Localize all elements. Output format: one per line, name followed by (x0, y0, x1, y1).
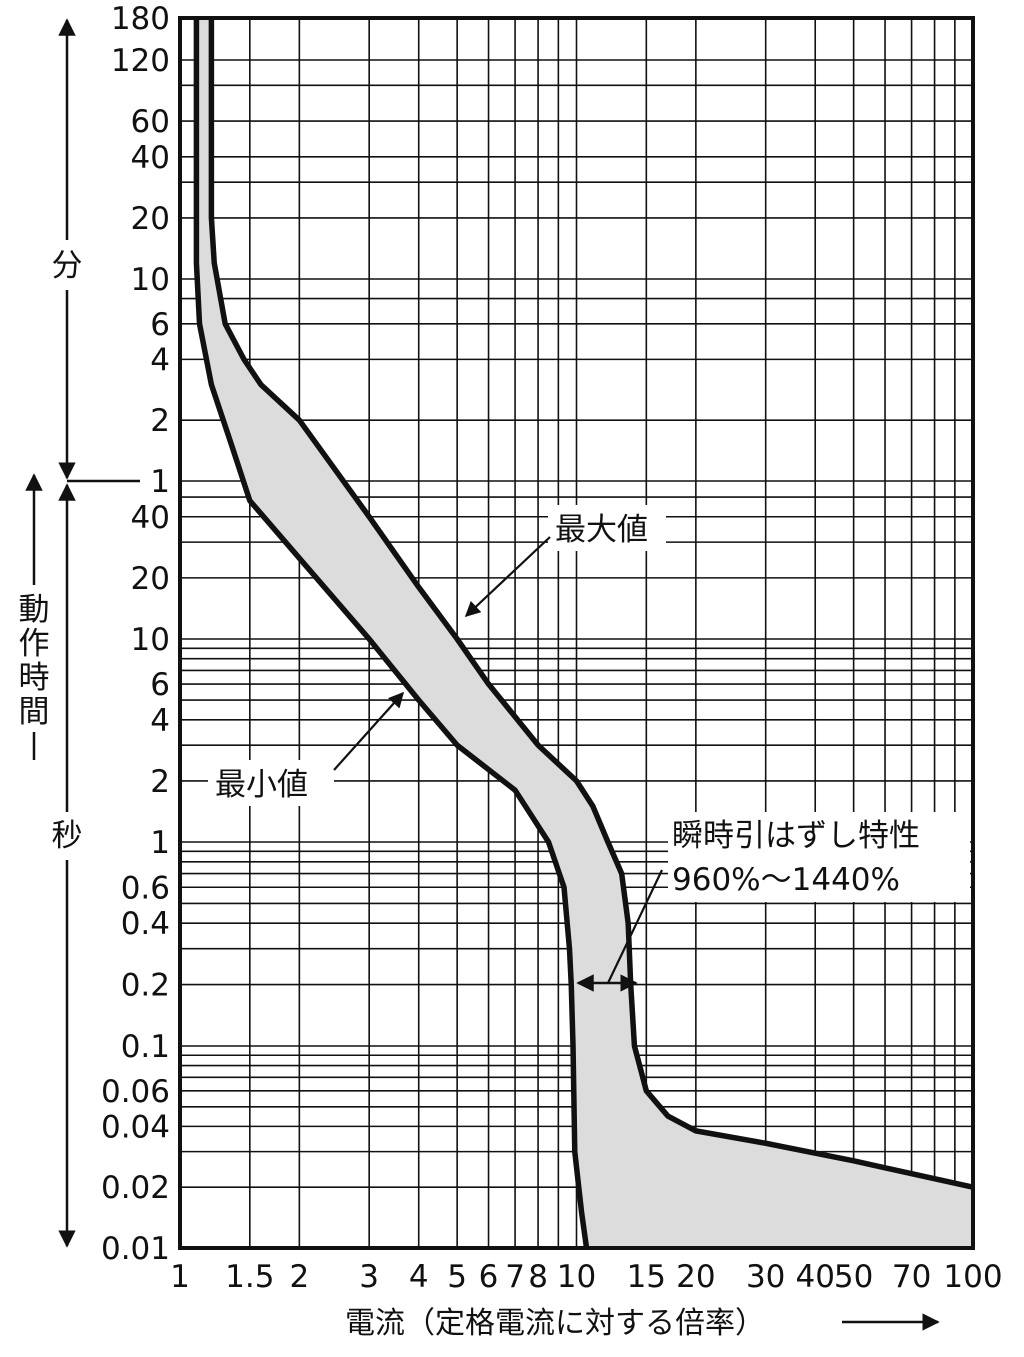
x-axis-label-group: 電流（定格電流に対する倍率） (345, 1306, 940, 1341)
x-tick-label: 5 (447, 1259, 467, 1295)
y-tick-label: 2 (150, 403, 170, 439)
x-tick-label: 40 (795, 1259, 834, 1295)
max-label: 最大値 (555, 512, 648, 548)
y-tick-label: 0.4 (121, 906, 170, 942)
y-tick-label: 60 (131, 104, 170, 140)
x-tick-label: 4 (409, 1259, 429, 1295)
x-tick-label: 10 (557, 1259, 596, 1295)
x-tick-label: 70 (892, 1259, 931, 1295)
x-tick-label: 1.5 (225, 1259, 274, 1295)
band-fill (196, 18, 973, 1248)
y-tick-label: 40 (131, 500, 170, 536)
max-curve (208, 18, 974, 1190)
y-tick-label: 180 (111, 1, 170, 37)
y-tick-label: 10 (131, 262, 170, 298)
y-tick-labels: 0.010.020.040.060.10.20.40.6124610204012… (101, 1, 170, 1267)
minutes-bracket: 分 (52, 18, 83, 480)
x-tick-label: 50 (834, 1259, 873, 1295)
y-tick-label: 20 (131, 561, 170, 597)
y-tick-label: 120 (111, 43, 170, 79)
max-annotation: 最大値 (464, 505, 666, 618)
y-tick-label: 6 (150, 307, 170, 343)
min-annotation: 最小値 (208, 691, 405, 806)
operating-time-axis-label: 動作時間 (19, 473, 50, 760)
plot-frame (178, 16, 975, 1250)
y-tick-label: 4 (150, 703, 170, 739)
minutes-unit-label: 分 (52, 248, 83, 284)
x-tick-label: 2 (289, 1259, 309, 1295)
curves (193, 18, 974, 1249)
y-tick-label: 0.2 (121, 968, 170, 1004)
min-curve (193, 18, 590, 1249)
y-tick-label: 10 (131, 622, 170, 658)
y-tick-label: 6 (150, 667, 170, 703)
x-tick-label: 20 (676, 1259, 715, 1295)
y-tick-label: 1 (150, 464, 170, 500)
instantaneous-trip-label: 瞬時引はずし特性 (672, 818, 920, 854)
y-tick-label: 0.6 (121, 870, 170, 906)
y-tick-label: 0.04 (101, 1109, 170, 1145)
y-tick-label: 0.1 (121, 1029, 170, 1065)
x-tick-label: 15 (627, 1259, 666, 1295)
seconds-unit-label: 秒 (52, 818, 83, 854)
x-tick-label: 1 (170, 1259, 190, 1295)
y-tick-label: 1 (150, 825, 170, 861)
instantaneous-trip-range: 960%～1440% (672, 862, 900, 898)
x-tick-label: 30 (746, 1259, 785, 1295)
y-tick-label: 0.02 (101, 1170, 170, 1206)
x-tick-label: 7 (505, 1259, 525, 1295)
y-tick-label: 40 (131, 140, 170, 176)
y-tick-label: 4 (150, 342, 170, 378)
x-tick-label: 8 (528, 1259, 548, 1295)
y-axis-label: 動作時間 (19, 592, 50, 730)
min-label: 最小値 (215, 767, 308, 803)
y-tick-label: 2 (150, 764, 170, 800)
instantaneous-trip-annotation: 瞬時引はずし特性 960%～1440% (576, 812, 970, 992)
y-tick-label: 0.06 (101, 1074, 170, 1110)
tolerance-band (196, 18, 973, 1248)
x-tick-label: 3 (359, 1259, 379, 1295)
seconds-bracket: 秒 (52, 483, 83, 1248)
x-tick-label: 100 (943, 1259, 1002, 1295)
y-tick-label: 20 (131, 201, 170, 237)
x-tick-label: 6 (479, 1259, 499, 1295)
x-axis-label: 電流（定格電流に対する倍率） (345, 1306, 765, 1341)
y-tick-label: 0.01 (101, 1231, 170, 1267)
